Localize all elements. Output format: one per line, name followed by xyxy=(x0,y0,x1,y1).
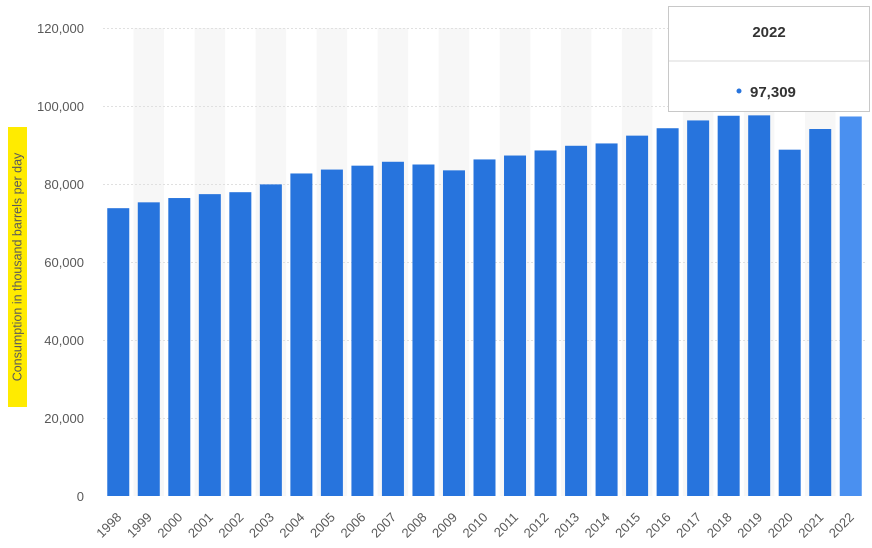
bar-2005[interactable] xyxy=(320,169,343,496)
y-axis-label-highlight xyxy=(8,127,27,407)
tooltip: 2022 97,309 xyxy=(668,6,870,112)
x-tick-label: 2018 xyxy=(704,510,735,541)
x-tick-label: 2002 xyxy=(215,510,246,541)
x-tick-label: 2011 xyxy=(491,510,521,540)
bar-2018[interactable] xyxy=(717,115,740,496)
tooltip-series-dot xyxy=(736,88,742,94)
x-tick-label: 1998 xyxy=(93,510,124,541)
x-tick-label: 2019 xyxy=(734,510,765,541)
bars xyxy=(107,115,862,497)
bar-2014[interactable] xyxy=(595,143,618,496)
bar-2022[interactable] xyxy=(839,116,862,497)
bar-2010[interactable] xyxy=(473,159,496,496)
y-tick-label: 60,000 xyxy=(44,255,84,270)
bar-2004[interactable] xyxy=(290,173,313,496)
x-tick-label: 2003 xyxy=(246,510,277,541)
tooltip-value: 97,309 xyxy=(750,84,796,101)
bar-1999[interactable] xyxy=(137,202,160,496)
x-tick-label: 2013 xyxy=(551,510,582,541)
y-tick-label: 120,000 xyxy=(37,21,84,36)
bar-2006[interactable] xyxy=(351,165,374,497)
bar-2011[interactable] xyxy=(504,155,527,496)
y-axis-label: Consumption in thousand barrels per day xyxy=(8,127,27,407)
bar-2001[interactable] xyxy=(198,194,221,496)
x-tick-label: 2017 xyxy=(673,510,704,541)
bar-2000[interactable] xyxy=(168,198,191,497)
x-tick-label: 2012 xyxy=(521,510,552,541)
y-tick-label: 40,000 xyxy=(44,333,84,348)
bar-2020[interactable] xyxy=(778,149,801,496)
x-tick-label: 2022 xyxy=(826,510,857,541)
tooltip-title: 2022 xyxy=(752,24,785,41)
bar-2012[interactable] xyxy=(534,150,557,496)
y-axis-label-text: Consumption in thousand barrels per day xyxy=(10,152,24,381)
bar-2015[interactable] xyxy=(626,135,649,496)
bar-2017[interactable] xyxy=(687,120,710,497)
tooltip-box xyxy=(668,6,870,112)
x-tick-label: 2010 xyxy=(460,510,491,541)
x-tick-label: 2016 xyxy=(643,510,674,541)
bar-2008[interactable] xyxy=(412,164,435,497)
x-tick-label: 2020 xyxy=(765,510,796,541)
x-tick-label: 2008 xyxy=(399,510,430,541)
x-tick-label: 2004 xyxy=(276,510,307,541)
x-tick-label: 2009 xyxy=(429,510,460,541)
x-tick-label: 2001 xyxy=(185,510,216,541)
bar-2013[interactable] xyxy=(565,145,588,496)
x-axis-ticks: 1998 1999 2000 2001 2002 2003 2004 2005 2006 2007… xyxy=(93,510,857,541)
x-tick-label: 2014 xyxy=(582,510,613,541)
x-tick-label: 2006 xyxy=(337,510,368,541)
x-tick-label: 2021 xyxy=(795,510,826,541)
x-tick-label: 2007 xyxy=(368,510,399,541)
y-tick-label: 100,000 xyxy=(37,99,84,114)
x-tick-label: 2005 xyxy=(307,510,338,541)
bar-2009[interactable] xyxy=(442,170,465,496)
bar-2021[interactable] xyxy=(809,129,832,496)
y-axis-ticks: 0 20,000 40,000 60,000 80,000 100,000 120,000 xyxy=(37,21,84,504)
bar-2019[interactable] xyxy=(748,115,771,497)
y-tick-label: 80,000 xyxy=(44,177,84,192)
bar-2007[interactable] xyxy=(381,161,404,496)
x-tick-label: 1999 xyxy=(124,510,155,541)
bar-2016[interactable] xyxy=(656,128,679,497)
y-tick-label: 0 xyxy=(77,489,84,504)
x-tick-label: 2015 xyxy=(612,510,643,541)
bar-1998[interactable] xyxy=(107,208,130,496)
bar-2003[interactable] xyxy=(259,184,282,496)
y-tick-label: 20,000 xyxy=(44,411,84,426)
x-tick-label: 2000 xyxy=(154,510,185,541)
bar-2002[interactable] xyxy=(229,192,252,496)
